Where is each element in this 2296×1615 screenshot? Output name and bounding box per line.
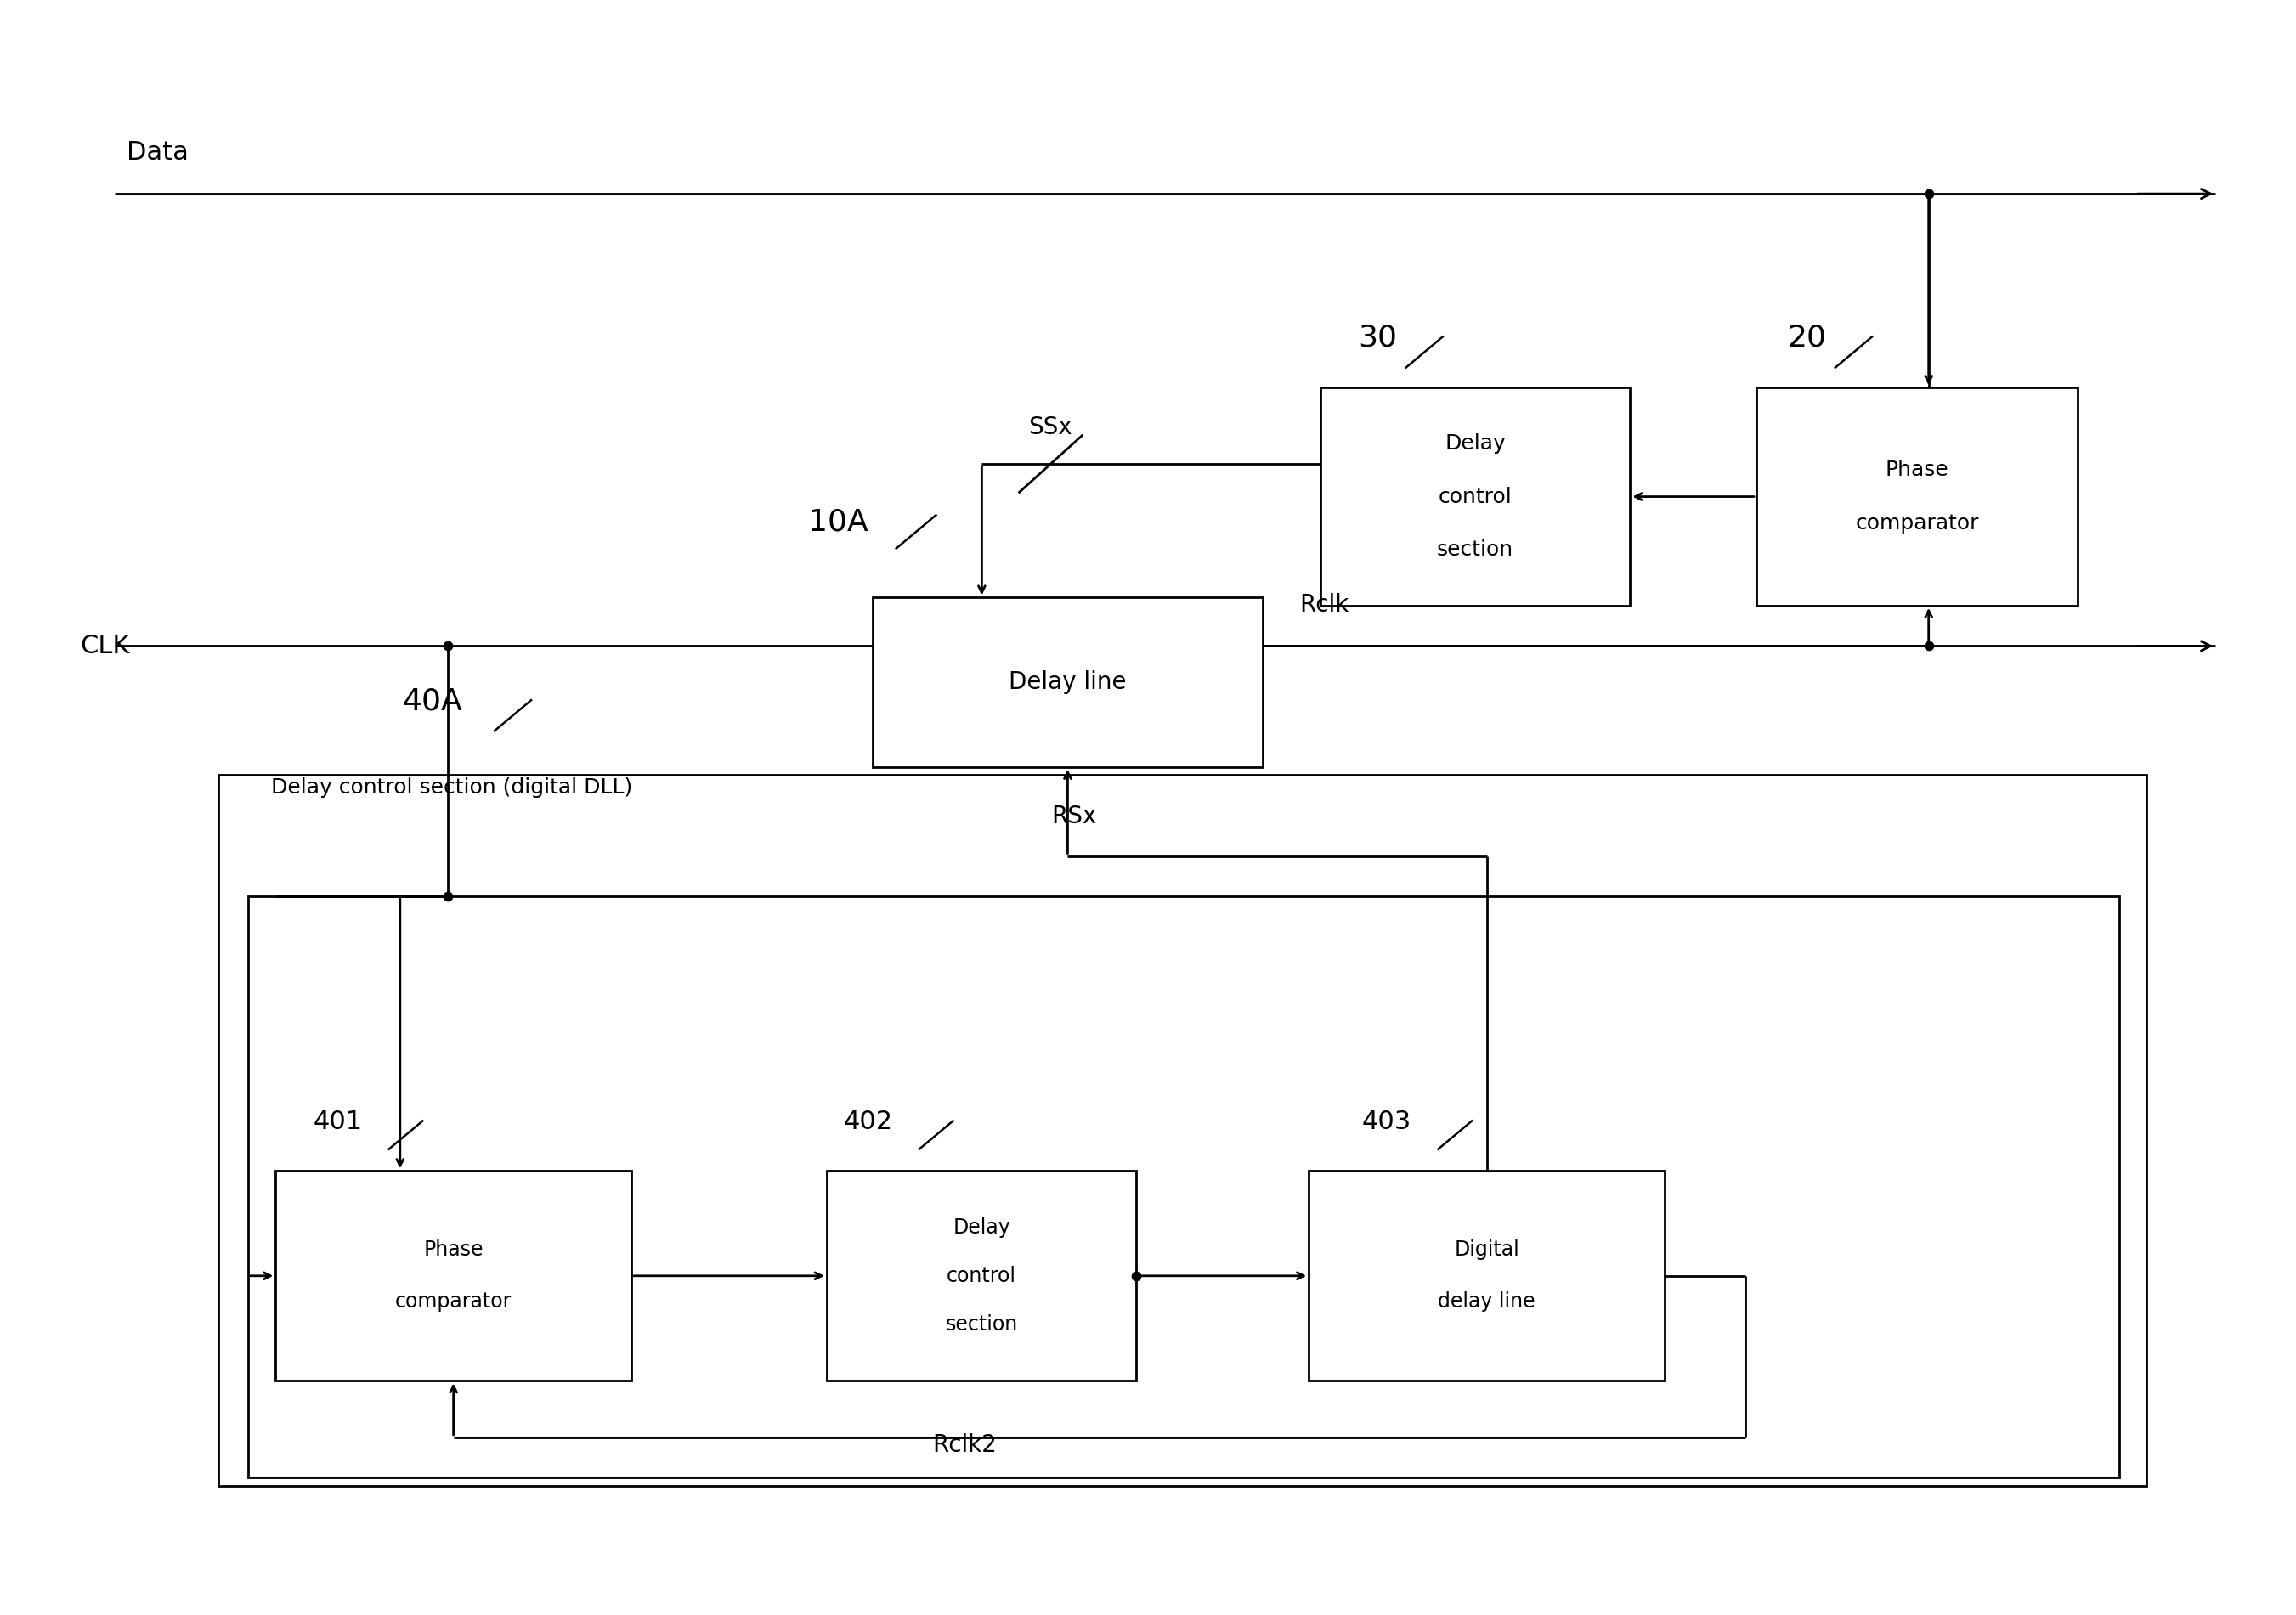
Text: comparator: comparator (1855, 514, 1979, 533)
Text: control: control (946, 1266, 1017, 1286)
Text: Phase: Phase (1885, 460, 1949, 480)
Text: delay line: delay line (1437, 1292, 1536, 1311)
Text: control: control (1437, 486, 1513, 507)
Bar (872, 598, 1263, 767)
Text: 40A: 40A (402, 686, 461, 715)
Text: 30: 30 (1357, 323, 1398, 352)
Text: RSx: RSx (1052, 804, 1097, 828)
Text: Digital: Digital (1453, 1240, 1520, 1260)
Text: Delay: Delay (1444, 433, 1506, 454)
Bar (1309, 1171, 1665, 1381)
Bar (827, 1171, 1137, 1381)
Text: section: section (946, 1315, 1017, 1334)
Point (1118, 1263, 1155, 1289)
Bar (218, 775, 2147, 1486)
Text: Delay line: Delay line (1008, 670, 1127, 694)
Point (429, 883, 466, 909)
Text: Rclk: Rclk (1300, 593, 1350, 617)
Text: SSx: SSx (1029, 415, 1072, 439)
Bar (1756, 388, 2078, 606)
Text: 20: 20 (1786, 323, 1828, 352)
Point (429, 633, 466, 659)
Text: section: section (1437, 539, 1513, 560)
Bar (1320, 388, 1630, 606)
Bar (248, 896, 2119, 1478)
Text: comparator: comparator (395, 1292, 512, 1311)
Text: 401: 401 (312, 1110, 363, 1134)
Bar (276, 1171, 631, 1381)
Text: Phase: Phase (422, 1240, 484, 1260)
Point (1910, 181, 1947, 207)
Text: 403: 403 (1362, 1110, 1412, 1134)
Text: Delay: Delay (953, 1218, 1010, 1237)
Text: Delay control section (digital DLL): Delay control section (digital DLL) (271, 777, 631, 798)
Point (1910, 633, 1947, 659)
Text: Rclk2: Rclk2 (932, 1433, 996, 1457)
Text: Data: Data (126, 141, 188, 165)
Text: 402: 402 (843, 1110, 893, 1134)
Text: 10A: 10A (808, 507, 868, 536)
Text: CLK: CLK (80, 633, 131, 659)
